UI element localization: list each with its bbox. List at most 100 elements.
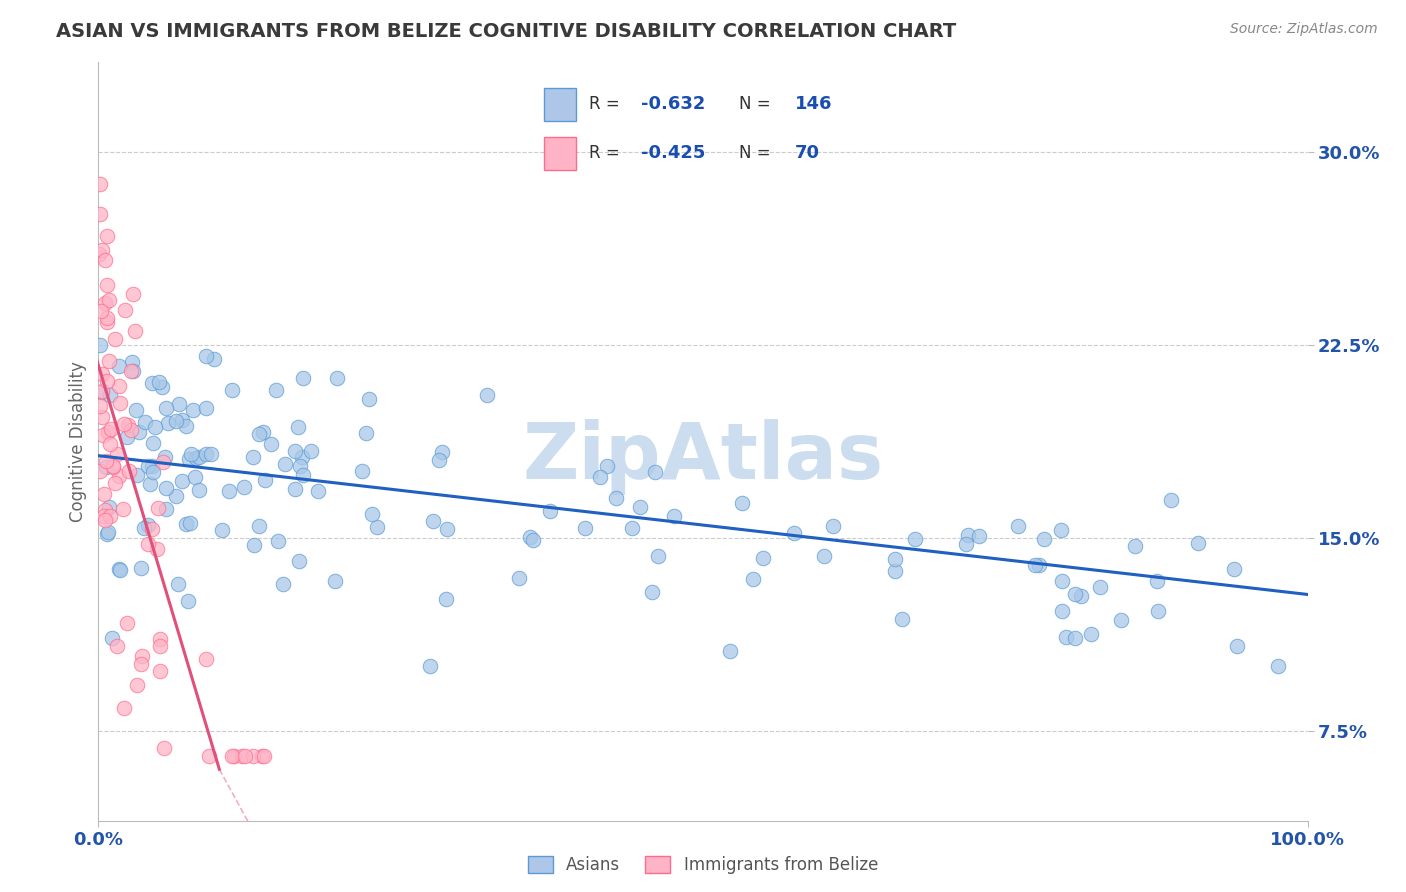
- Point: [299, 443, 322, 458]
- Point: [1007, 518, 1029, 533]
- Point: [200, 447, 222, 461]
- Point: [647, 549, 669, 564]
- Point: [267, 533, 290, 548]
- Point: [287, 554, 309, 568]
- Point: [167, 577, 190, 591]
- Point: [242, 450, 264, 464]
- Point: [136, 537, 159, 551]
- Point: [284, 483, 307, 497]
- Point: [221, 749, 243, 764]
- Point: [292, 371, 315, 385]
- Point: [291, 450, 314, 464]
- Point: [1080, 627, 1102, 641]
- Point: [96, 315, 118, 329]
- Point: [354, 425, 377, 440]
- Point: [366, 520, 388, 534]
- Point: [108, 396, 131, 410]
- Point: [782, 526, 804, 541]
- Point: [903, 532, 925, 546]
- Point: [641, 585, 664, 599]
- Point: [98, 436, 121, 450]
- Point: [884, 564, 907, 578]
- Point: [117, 417, 139, 432]
- Point: [117, 430, 139, 444]
- Point: [90, 303, 112, 318]
- Point: [104, 475, 127, 490]
- Point: [179, 516, 201, 531]
- Point: [176, 594, 198, 608]
- Point: [90, 410, 112, 425]
- Point: [124, 324, 146, 338]
- Point: [98, 509, 121, 524]
- Point: [146, 541, 169, 556]
- Point: [98, 293, 121, 307]
- Point: [149, 639, 172, 653]
- Point: [150, 380, 173, 394]
- Point: [1160, 492, 1182, 507]
- Point: [180, 447, 202, 461]
- Point: [112, 417, 135, 431]
- Point: [90, 243, 112, 257]
- Point: [283, 444, 305, 458]
- Point: [96, 228, 118, 243]
- Point: [129, 657, 152, 671]
- Point: [141, 465, 163, 479]
- Point: [155, 502, 177, 516]
- Point: [136, 517, 159, 532]
- Point: [98, 500, 121, 514]
- Point: [233, 480, 256, 494]
- Point: [621, 520, 644, 534]
- Point: [1088, 580, 1111, 594]
- Text: ZipAtlas: ZipAtlas: [523, 418, 883, 495]
- Point: [143, 420, 166, 434]
- Point: [430, 444, 453, 458]
- Point: [221, 383, 243, 397]
- Point: [242, 749, 264, 764]
- Point: [1123, 539, 1146, 553]
- Point: [91, 384, 114, 398]
- Point: [115, 616, 138, 631]
- Point: [197, 749, 219, 764]
- Point: [271, 577, 294, 591]
- Legend: Asians, Immigrants from Belize: Asians, Immigrants from Belize: [522, 849, 884, 880]
- Point: [125, 678, 148, 692]
- Point: [101, 632, 124, 646]
- Point: [94, 502, 117, 516]
- Point: [326, 371, 349, 385]
- Point: [141, 376, 163, 390]
- Point: [628, 500, 651, 515]
- Point: [108, 563, 131, 577]
- Point: [1050, 574, 1073, 588]
- Point: [105, 447, 128, 461]
- Point: [105, 639, 128, 653]
- Point: [967, 529, 990, 543]
- Point: [662, 508, 685, 523]
- Point: [89, 338, 111, 352]
- Point: [141, 459, 163, 474]
- Point: [127, 468, 149, 483]
- Point: [1146, 574, 1168, 588]
- Point: [97, 525, 120, 540]
- Point: [742, 572, 765, 586]
- Point: [1054, 630, 1077, 644]
- Point: [93, 252, 115, 267]
- Point: [97, 354, 120, 368]
- Point: [1147, 604, 1170, 618]
- Point: [1050, 605, 1073, 619]
- Point: [195, 401, 218, 415]
- Point: [718, 644, 741, 658]
- Point: [188, 450, 211, 464]
- Point: [114, 303, 136, 318]
- Point: [139, 476, 162, 491]
- Point: [93, 513, 115, 527]
- Point: [194, 652, 217, 666]
- Point: [149, 632, 172, 646]
- Point: [100, 422, 122, 436]
- Point: [436, 592, 458, 607]
- Point: [186, 451, 208, 466]
- Text: Source: ZipAtlas.com: Source: ZipAtlas.com: [1230, 22, 1378, 37]
- Point: [361, 507, 384, 521]
- Point: [252, 749, 274, 764]
- Point: [120, 363, 142, 377]
- Point: [96, 310, 118, 325]
